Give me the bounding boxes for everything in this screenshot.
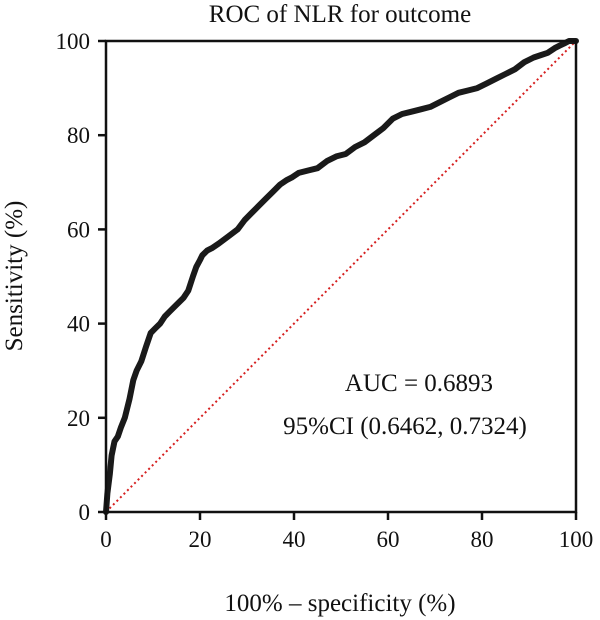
plot-frame xyxy=(104,39,578,514)
x-tick-label: 60 xyxy=(377,527,400,552)
y-tick-label: 80 xyxy=(67,123,90,148)
x-tick-label: 0 xyxy=(100,527,112,552)
y-tick-label: 20 xyxy=(67,406,90,431)
y-tick-label: 60 xyxy=(67,217,90,242)
y-axis-ticks: 0 20 40 60 80 100 xyxy=(56,29,106,525)
x-axis-ticks: 0 20 40 60 80 100 xyxy=(100,512,593,552)
y-tick-label: 100 xyxy=(56,29,91,54)
roc-curve-layer xyxy=(103,38,579,515)
y-axis-title: Sensitivity (%) xyxy=(1,201,28,352)
ci-annotation: 95%CI (0.6462, 0.7324) xyxy=(283,413,527,440)
y-tick-label: 40 xyxy=(67,312,90,337)
x-tick-label: 20 xyxy=(189,527,212,552)
chart-title: ROC of NLR for outcome xyxy=(209,1,471,28)
y-tick-label: 0 xyxy=(79,500,91,525)
x-tick-label: 40 xyxy=(283,527,306,552)
x-axis-title: 100% – specificity (%) xyxy=(224,590,455,617)
reference-line-layer xyxy=(105,40,577,513)
x-tick-label: 100 xyxy=(559,527,594,552)
auc-annotation: AUC = 0.6893 xyxy=(345,370,493,397)
reference-diagonal-line xyxy=(105,40,577,513)
roc-curve-line xyxy=(103,38,579,515)
x-tick-label: 80 xyxy=(471,527,494,552)
